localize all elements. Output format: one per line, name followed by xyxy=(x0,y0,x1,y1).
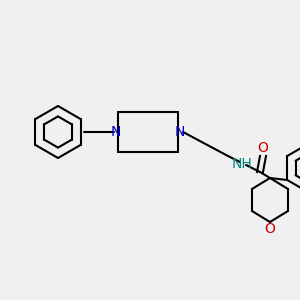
Text: NH: NH xyxy=(232,157,252,171)
Text: O: O xyxy=(258,141,268,155)
Text: N: N xyxy=(175,125,185,139)
Text: N: N xyxy=(111,125,121,139)
Text: O: O xyxy=(265,222,275,236)
